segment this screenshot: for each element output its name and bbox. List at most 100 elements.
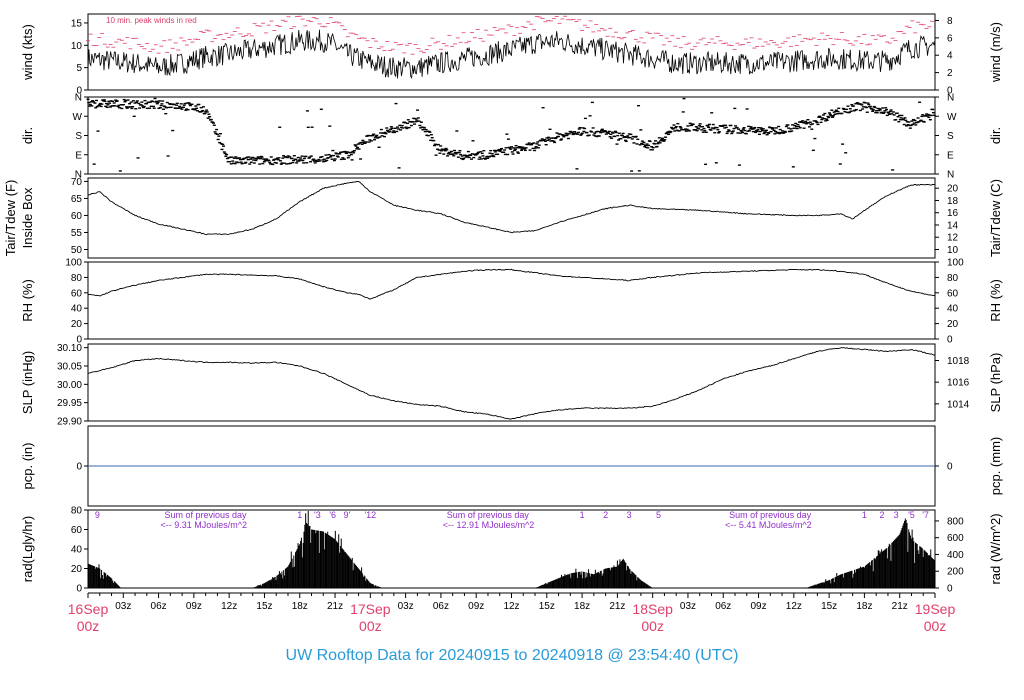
humidity-right-tick-label: 80 (947, 273, 959, 284)
wind-right-tick-label: 6 (947, 33, 953, 44)
direction-right-tick-label: N (947, 170, 954, 181)
time-tick-label: 09z (750, 601, 766, 612)
radiation-hour-marker: '5 (908, 510, 915, 520)
wind-frame (87, 13, 936, 91)
radiation-sum-title-0: Sum of previous day (164, 510, 247, 520)
direction-right-tick-label: S (947, 131, 954, 142)
temperature-left-axis-label-2: Inside Box (20, 187, 35, 248)
humidity-left-axis-label: RH (%) (20, 279, 35, 322)
wind-panel: 0 5 10 15 0 2 4 6 8 wind (kts) wind (m/s) 10 min. p… (20, 13, 1003, 97)
radiation-left-axis-label: rad(Lgly/hr) (20, 516, 35, 582)
direction-right-axis-label: dir. (988, 127, 1003, 144)
day-time-label: 00z (77, 618, 100, 634)
pressure-left-axis-label: SLP (inHg) (20, 351, 35, 414)
temperature-left-tick-label: 55 (71, 228, 83, 239)
humidity-right-tick-label: 100 (947, 258, 964, 269)
humidity-right-tick-label: 0 (947, 335, 953, 346)
wind-speed-line (87, 29, 936, 79)
wind-left-tick-label: 10 (71, 41, 83, 52)
radiation-hour-marker: '3 (314, 510, 321, 520)
time-tick-label: 03z (398, 601, 414, 612)
wind-right-tick-label: 4 (947, 51, 953, 62)
precipitation-left-tick-label: 0 (76, 462, 82, 473)
pressure-panel: 29.90 29.95 30.00 30.05 30.10 1014 1016 1018 SLP… (20, 343, 1003, 427)
radiation-left-tick-label: 0 (76, 584, 82, 595)
footer-title: UW Rooftop Data for 20240915 to 20240918… (285, 647, 739, 664)
radiation-hour-marker: 5 (656, 510, 661, 520)
day-time-label: 00z (359, 618, 382, 634)
day-time-label: 00z (641, 618, 664, 634)
pressure-left-tick-label: 30.00 (57, 380, 82, 391)
radiation-left-tick-label: 60 (71, 525, 83, 536)
radiation-hour-marker: 1 (297, 510, 302, 520)
time-tick-label: 12z (786, 601, 802, 612)
wind-right-axis-label: wind (m/s) (988, 22, 1003, 83)
humidity-right-tick-label: 40 (947, 304, 959, 315)
temperature-left-tick-label: 60 (71, 211, 83, 222)
humidity-left-tick-label: 20 (71, 319, 83, 330)
temperature-right-tick-label: 12 (947, 233, 959, 244)
time-tick-label: 21z (327, 601, 343, 612)
time-tick-label: 09z (468, 601, 484, 612)
humidity-left-tick-label: 0 (76, 335, 82, 346)
wind-right-tick-label: 8 (947, 16, 953, 27)
time-tick-label: 15z (821, 601, 837, 612)
radiation-sum-value-1: <-- 12.91 MJoules/m^2 (443, 520, 535, 530)
time-tick-label: 15z (539, 601, 555, 612)
direction-left-tick-label: W (73, 112, 83, 123)
direction-left-tick-label: N (75, 93, 82, 104)
humidity-left-tick-label: 40 (71, 304, 83, 315)
time-tick-label: 12z (221, 601, 237, 612)
wind-right-tick-label: 0 (947, 86, 953, 97)
temperature-left-tick-label: 65 (71, 194, 83, 205)
time-tick-label: 03z (115, 601, 131, 612)
pressure-frame (87, 343, 936, 422)
pressure-right-tick-label: 1014 (947, 399, 970, 410)
radiation-hour-marker: 9' (343, 510, 350, 520)
humidity-left-tick-label: 60 (71, 288, 83, 299)
temperature-right-axis-label: Tair/Tdew (C) (988, 179, 1003, 257)
day-time-label: 00z (924, 618, 947, 634)
time-tick-label: 21z (892, 601, 908, 612)
time-tick-label: 03z (680, 601, 696, 612)
radiation-hour-marker: '12 (364, 510, 376, 520)
humidity-line (87, 268, 936, 300)
day-date-label: 19Sep (915, 601, 956, 617)
humidity-frame (87, 261, 936, 340)
radiation-hour-marker: 1 (580, 510, 585, 520)
day-date-label: 16Sep (68, 601, 109, 617)
time-tick-label: 18z (856, 601, 872, 612)
radiation-hour-marker: '7 (922, 510, 929, 520)
direction-left-tick-label: E (75, 150, 82, 161)
precipitation-panel: 0 0 pcp. (in) pcp. (mm) (20, 425, 1003, 507)
time-tick-label: 15z (256, 601, 272, 612)
direction-right-tick-label: W (947, 112, 957, 123)
humidity-right-tick-label: 60 (947, 288, 959, 299)
radiation-hour-marker: 3 (894, 510, 899, 520)
temperature-left-tick-label: 50 (71, 245, 83, 256)
radiation-hour-marker: '6 (329, 510, 336, 520)
radiation-right-axis-label: rad (W/m^2) (988, 513, 1003, 584)
temperature-right-tick-label: 14 (947, 220, 959, 231)
radiation-left-tick-label: 20 (71, 564, 83, 575)
wind-left-axis-label: wind (kts) (20, 24, 35, 81)
humidity-left-tick-label: 100 (65, 258, 82, 269)
direction-left-tick-label: S (75, 131, 82, 142)
humidity-panel: 0 20 40 60 80 100 0 20 40 60 80 100 RH (%) RH (%) (20, 258, 1003, 346)
temperature-right-tick-label: 20 (947, 184, 959, 195)
humidity-left-tick-label: 80 (71, 273, 83, 284)
direction-left-tick-label: N (75, 170, 82, 181)
wind-left-tick-label: 5 (76, 63, 82, 74)
wind-left-tick-label: 0 (76, 86, 82, 97)
radiation-hour-marker: 3 (627, 510, 632, 520)
temperature-right-tick-label: 16 (947, 208, 959, 219)
precipitation-left-axis-label: pcp. (in) (20, 443, 35, 490)
time-tick-label: 18z (574, 601, 590, 612)
radiation-sum-value-2: <-- 5.41 MJoules/m^2 (725, 520, 812, 530)
radiation-hour-marker: 9 (95, 510, 100, 520)
pressure-left-tick-label: 30.05 (57, 362, 82, 373)
direction-left-axis-label: dir. (20, 127, 35, 144)
